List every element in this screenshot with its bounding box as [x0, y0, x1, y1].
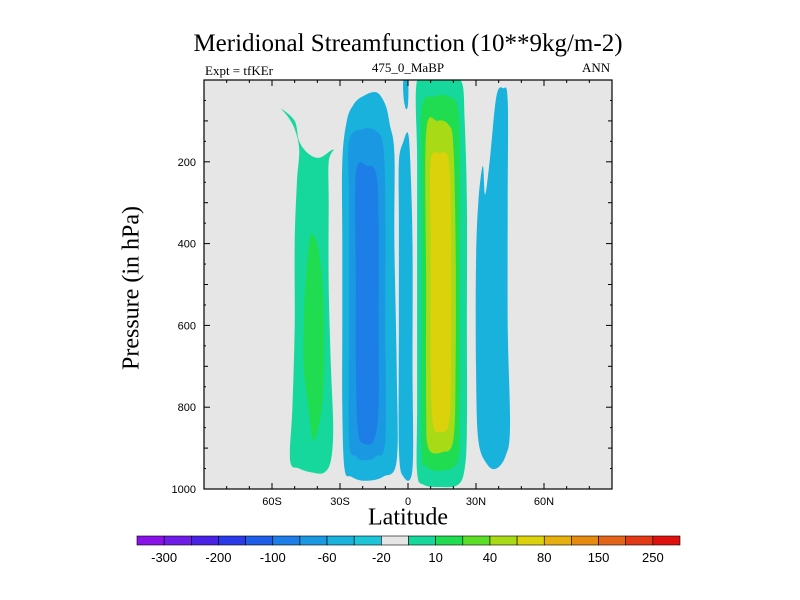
x-axis-label: Latitude — [368, 504, 448, 531]
equatorial-thin-filament — [403, 80, 409, 110]
season-label: ANN — [582, 60, 611, 75]
colorbar-box — [598, 535, 626, 546]
colorbar-label: -300 — [151, 550, 177, 565]
x-tick-label: 0 — [405, 496, 411, 508]
colorbar-label: 250 — [642, 550, 664, 565]
colorbar-box — [299, 535, 328, 546]
y-tick-label: 600 — [178, 320, 196, 332]
nh-hadley-cell-core — [430, 152, 452, 433]
plot-area — [204, 80, 612, 489]
colorbar-label: -200 — [205, 550, 231, 565]
experiment-label: Expt = tfKEr — [205, 63, 273, 78]
axes: 60S 30S 0 30N 60N 200 400 600 800 1000 — [172, 79, 613, 508]
colorbar-box — [652, 535, 681, 546]
x-tick-label: 60N — [534, 496, 554, 508]
colorbar-box — [353, 535, 382, 546]
x-tick-label: 30N — [466, 496, 486, 508]
colorbar-box — [462, 535, 491, 546]
colorbar-box — [625, 535, 654, 546]
nh-ferrel-cell — [475, 87, 511, 470]
colorbar-box — [218, 535, 246, 546]
equatorial-weak-cell — [398, 132, 414, 481]
colorbar-box — [136, 535, 165, 546]
colorbar-box — [381, 535, 409, 546]
colorbar-box — [245, 535, 274, 546]
colorbar-box — [516, 535, 545, 546]
case-label: 475_0_MaBP — [371, 60, 445, 75]
x-tick-label: 30S — [330, 496, 350, 508]
colorbar-label: 10 — [428, 550, 442, 565]
colorbar-label: -20 — [372, 550, 391, 565]
colorbar-label: 80 — [537, 550, 551, 565]
y-tick-label: 1000 — [172, 484, 196, 496]
y-tick-label: 800 — [178, 402, 196, 414]
colorbar-box — [191, 535, 219, 546]
colorbar-box — [571, 535, 599, 546]
colorbar-box — [435, 535, 464, 546]
colorbar-box — [272, 535, 301, 546]
colorbar-label: -100 — [260, 550, 286, 565]
colorbar-box — [543, 535, 572, 546]
y-tick-label: 200 — [178, 157, 196, 169]
contour-fills — [280, 80, 511, 488]
sh-hadley-cell-core — [355, 162, 379, 445]
colorbar-label: 40 — [483, 550, 497, 565]
colorbar-label: -60 — [318, 550, 337, 565]
sh-subtropical-cell-core — [303, 233, 325, 442]
x-tick-label: 60S — [262, 496, 282, 508]
colorbar-box — [326, 535, 355, 546]
y-tick-label: 400 — [178, 239, 196, 251]
colorbar-label: 150 — [588, 550, 610, 565]
colorbar-box — [489, 535, 518, 546]
colorbar-box — [408, 535, 436, 546]
colorbar: -300 -200 -100 -60 -20 10 40 80 150 250 — [136, 535, 681, 565]
chart-title: Meridional Streamfunction (10**9kg/m-2) — [193, 30, 623, 57]
colorbar-box — [163, 535, 192, 546]
